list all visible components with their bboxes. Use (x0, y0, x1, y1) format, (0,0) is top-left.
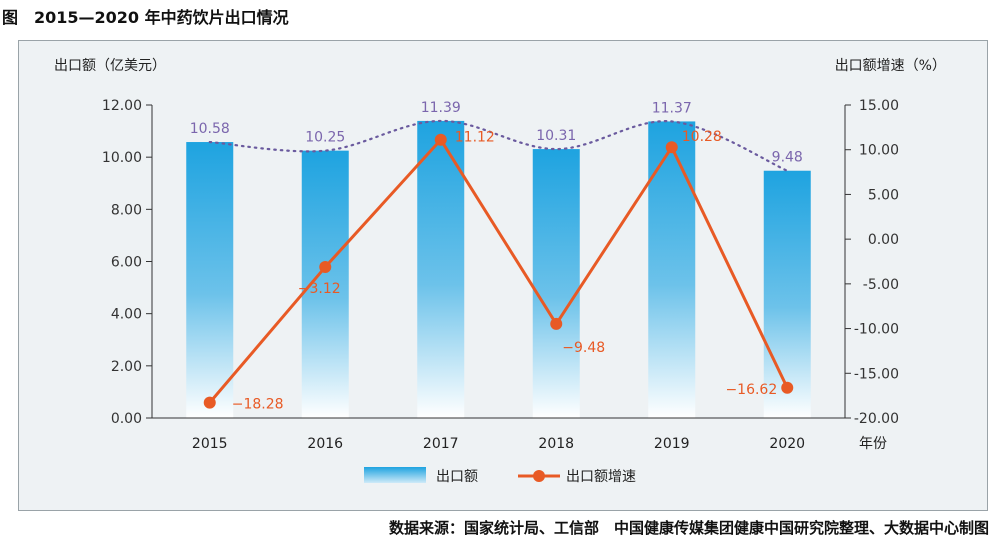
bar-2018 (532, 149, 580, 419)
bar-value-label: 10.31 (536, 128, 576, 144)
y-tick-left-label: 8.00 (111, 202, 142, 218)
bar-value-label: 10.25 (305, 130, 345, 146)
source-note: 数据来源：国家统计局、工信部 中国健康传媒集团健康中国研究院整理、大数据中心制图 (388, 519, 989, 537)
growth-value-label: −16.62 (725, 382, 777, 398)
x-tick-label: 2020 (769, 436, 805, 452)
growth-point-2019 (665, 141, 678, 154)
bar-2019 (648, 121, 696, 419)
growth-value-label: 11.12 (455, 130, 495, 146)
y-tick-left-label: 4.00 (111, 307, 142, 323)
growth-point-2020 (781, 381, 794, 394)
y-tick-left-label: 12.00 (102, 98, 142, 114)
legend-swatch-bar (364, 467, 426, 483)
y-tick-right-label: -5.00 (863, 277, 899, 293)
bar-2017 (417, 120, 465, 419)
x-tick-label: 2015 (192, 436, 228, 452)
y-axis-left-title: 出口额（亿美元） (54, 58, 166, 74)
bar-value-label: 9.48 (772, 150, 803, 166)
y-tick-right-label: 5.00 (868, 187, 899, 203)
growth-value-label: −18.28 (232, 397, 284, 413)
chart-frame (18, 40, 988, 511)
y-tick-right-label: 10.00 (859, 143, 899, 159)
x-tick-label: 2018 (538, 436, 574, 452)
y-tick-right-label: 0.00 (868, 232, 899, 248)
x-tick-label: 2019 (654, 436, 690, 452)
x-tick-label: 2016 (307, 436, 343, 452)
y-tick-right-label: -15.00 (854, 366, 899, 382)
growth-value-label: −3.12 (298, 281, 341, 297)
y-tick-right-label: -20.00 (854, 411, 899, 427)
bar-value-label: 11.37 (652, 100, 692, 116)
y-axis-right-title: 出口额增速（%） (835, 58, 946, 74)
y-tick-left-label: 2.00 (111, 359, 142, 375)
trendline-dotted (208, 119, 789, 172)
figure-title: 图 2015—2020 年中药饮片出口情况 (2, 8, 289, 27)
y-tick-right-label: -10.00 (854, 322, 899, 338)
legend-label-line: 出口额增速 (566, 469, 636, 485)
y-tick-left-label: 0.00 (111, 411, 142, 427)
bar-value-label: 11.39 (421, 100, 461, 116)
growth-line (208, 138, 789, 404)
legend-swatch-marker (533, 470, 545, 482)
growth-point-2018 (550, 317, 563, 330)
bar-2020 (763, 170, 811, 418)
x-axis-title: 年份 (859, 436, 887, 452)
growth-value-label: 10.28 (682, 129, 722, 145)
bar-value-label: 10.58 (190, 121, 230, 137)
y-tick-left-label: 6.00 (111, 255, 142, 271)
y-tick-right-label: 15.00 (859, 98, 899, 114)
growth-point-2016 (319, 261, 332, 274)
y-tick-left-label: 10.00 (102, 150, 142, 166)
legend-label-bar: 出口额 (436, 469, 478, 485)
growth-point-2015 (203, 396, 216, 409)
x-tick-label: 2017 (423, 436, 459, 452)
growth-value-label: −9.48 (562, 340, 605, 356)
bar-2015 (186, 142, 234, 418)
growth-point-2017 (434, 133, 447, 146)
